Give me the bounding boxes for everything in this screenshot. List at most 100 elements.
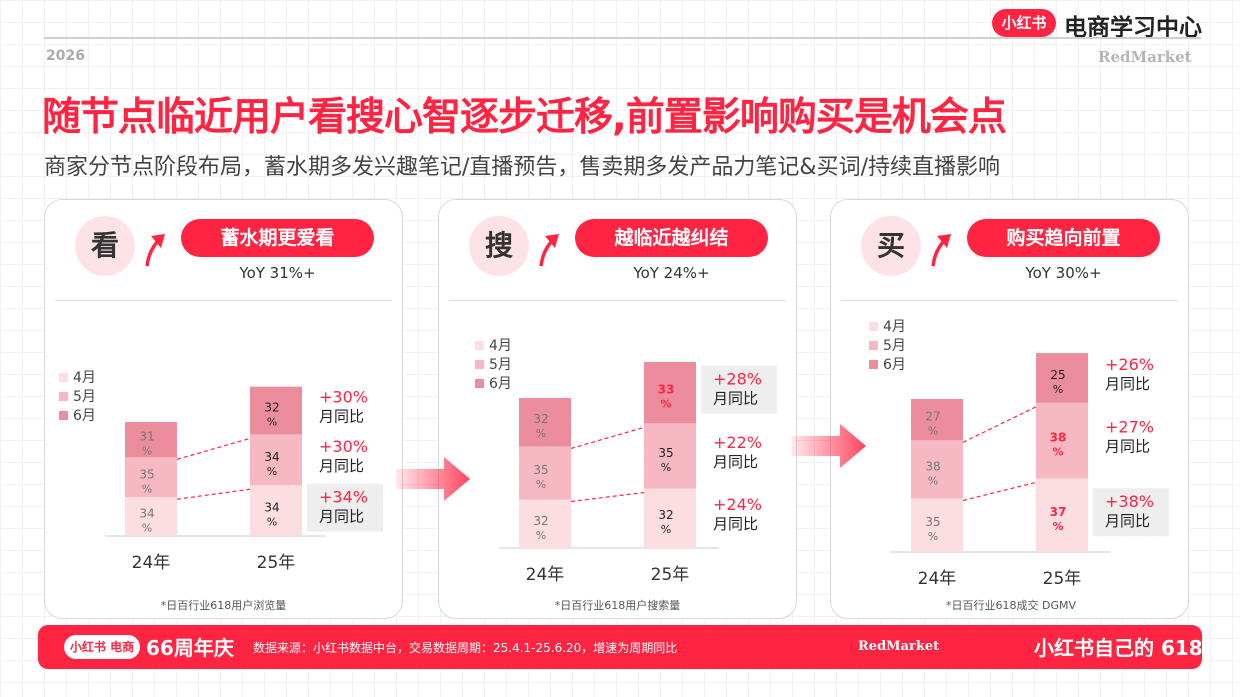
yoy-value: +27% bbox=[1105, 418, 1154, 437]
buy-chart: 4月5月6月35%38%27%24年37%38%25%25年+38%月同比+27… bbox=[869, 319, 1169, 589]
data-label: % bbox=[928, 425, 938, 438]
yoy-caption: 月同比 bbox=[319, 457, 364, 475]
data-label: 34 bbox=[139, 507, 154, 521]
data-label: % bbox=[536, 529, 546, 542]
up-arrow-icon bbox=[931, 234, 951, 267]
data-label: 33 bbox=[658, 383, 675, 397]
data-label: % bbox=[660, 398, 671, 411]
bar-segment bbox=[1036, 353, 1088, 403]
data-source: 数据来源：小红书数据中台，交易数据周期：25.4.1-25.6.20，增速为周期… bbox=[253, 641, 678, 655]
footer-bar bbox=[38, 625, 1202, 669]
yoy-value: +30% bbox=[319, 437, 368, 456]
redmarket-logo-footer: RedMarket bbox=[858, 639, 940, 654]
legend-label: 6月 bbox=[883, 357, 906, 373]
yoy-caption: 月同比 bbox=[1105, 375, 1150, 393]
look-pill: 蓄水期更爱看 bbox=[181, 219, 374, 257]
data-label: 32 bbox=[264, 401, 279, 415]
footer-slogan: 小红书自己的 618 bbox=[1034, 636, 1203, 660]
yoy-caption: 月同比 bbox=[1105, 438, 1150, 456]
top-divider bbox=[44, 37, 1201, 39]
category-label: 25年 bbox=[257, 553, 296, 573]
category-label: 24年 bbox=[526, 565, 565, 585]
legend-label: 4月 bbox=[489, 338, 512, 354]
legend-label: 5月 bbox=[489, 357, 512, 373]
data-label: 32 bbox=[533, 514, 548, 528]
yoy-value: +38% bbox=[1105, 492, 1154, 511]
data-label: 35 bbox=[139, 467, 154, 481]
year-label: 2026 bbox=[46, 48, 85, 64]
yoy-value: +34% bbox=[319, 488, 368, 507]
data-label: % bbox=[1053, 383, 1063, 396]
look-icon: 看 bbox=[75, 216, 135, 276]
yoy-caption: 月同比 bbox=[713, 515, 758, 533]
bar-segment bbox=[250, 434, 302, 486]
panel-divider bbox=[55, 300, 392, 301]
page-subtitle: 商家分节点阶段布局，蓄水期多发兴趣笔记/直播预告，售卖期多发产品力笔记&买词/持… bbox=[44, 155, 1000, 180]
panel-divider bbox=[841, 300, 1178, 301]
flow-arrow-icon bbox=[792, 424, 866, 468]
bar-segment bbox=[644, 423, 696, 489]
look-yoy: YoY 31%+ bbox=[239, 264, 316, 282]
yoy-value: +24% bbox=[713, 495, 762, 514]
search-footnote: *日百行业618用户搜索量 bbox=[554, 599, 681, 612]
data-label: % bbox=[267, 516, 277, 529]
yoy-caption: 月同比 bbox=[713, 390, 758, 408]
redmarket-logo-top: RedMarket bbox=[1098, 48, 1192, 66]
brand-title: 电商学习中心 bbox=[1064, 15, 1202, 41]
buy-pill: 购买趋向前置 bbox=[967, 219, 1160, 257]
bar-segment bbox=[519, 499, 571, 548]
bar-segment bbox=[519, 398, 571, 447]
buy-footnote: *日百行业618成交 DGMV bbox=[945, 599, 1076, 612]
bar-segment bbox=[125, 497, 177, 536]
data-label: % bbox=[661, 523, 671, 536]
yoy-caption: 月同比 bbox=[319, 408, 364, 426]
up-arrow-icon bbox=[539, 234, 559, 267]
data-label: % bbox=[661, 461, 671, 474]
category-label: 25年 bbox=[1043, 569, 1082, 589]
yoy-caption: 月同比 bbox=[319, 508, 364, 526]
legend-swatch bbox=[475, 360, 484, 369]
data-label: 35 bbox=[533, 463, 548, 477]
search-yoy: YoY 24%+ bbox=[633, 264, 710, 282]
bar-segment bbox=[125, 457, 177, 498]
legend-label: 6月 bbox=[489, 376, 512, 392]
bar-segment bbox=[644, 488, 696, 548]
data-label: 25 bbox=[1050, 368, 1065, 382]
trend-connector bbox=[570, 491, 645, 503]
data-label: % bbox=[1052, 446, 1063, 459]
trend-connector bbox=[962, 481, 1037, 502]
bar-segment bbox=[1036, 478, 1088, 552]
data-label: 38 bbox=[925, 459, 940, 473]
panel-buy: 买 购买趋向前置 YoY 30%+ 4月 5月 6月 35% 38% 27% 24年 37% 3… bbox=[830, 199, 1189, 619]
legend-swatch bbox=[59, 373, 68, 382]
bar-segment bbox=[125, 422, 177, 458]
legend-label: 5月 bbox=[73, 389, 96, 405]
legend-label: 6月 bbox=[73, 408, 96, 424]
bar-segment bbox=[911, 440, 963, 499]
data-label: 34 bbox=[264, 501, 279, 515]
buy-icon: 买 bbox=[861, 216, 921, 276]
data-label: 31 bbox=[139, 430, 154, 444]
panel-look: 看 蓄水期更爱看 YoY 31%+ 4月 5月 6月 34% 35% 31% 24年 34% 3… bbox=[44, 199, 403, 619]
trend-connector bbox=[176, 488, 251, 500]
flow-arrow-icon bbox=[396, 457, 470, 501]
bar-segment bbox=[1036, 402, 1088, 479]
legend-swatch bbox=[475, 379, 484, 388]
yoy-caption: 月同比 bbox=[1105, 512, 1150, 530]
data-label: % bbox=[142, 482, 152, 495]
legend-label: 4月 bbox=[883, 319, 906, 335]
data-label: % bbox=[536, 427, 546, 440]
legend-swatch bbox=[59, 392, 68, 401]
trend-connector bbox=[962, 406, 1037, 443]
legend-label: 4月 bbox=[73, 370, 96, 386]
bar-segment bbox=[911, 399, 963, 441]
data-label: 27 bbox=[925, 410, 940, 424]
panel-search: 搜 越临近越纠结 YoY 24%+ 4月 5月 6月 32% 35% 32% 24年 32% 3… bbox=[438, 199, 797, 619]
data-label: % bbox=[928, 474, 938, 487]
data-label: % bbox=[267, 416, 277, 429]
legend-swatch bbox=[59, 411, 68, 420]
bar-segment bbox=[644, 362, 696, 424]
yoy-value: +22% bbox=[713, 433, 762, 452]
data-label: % bbox=[267, 465, 277, 478]
search-icon: 搜 bbox=[469, 216, 529, 276]
